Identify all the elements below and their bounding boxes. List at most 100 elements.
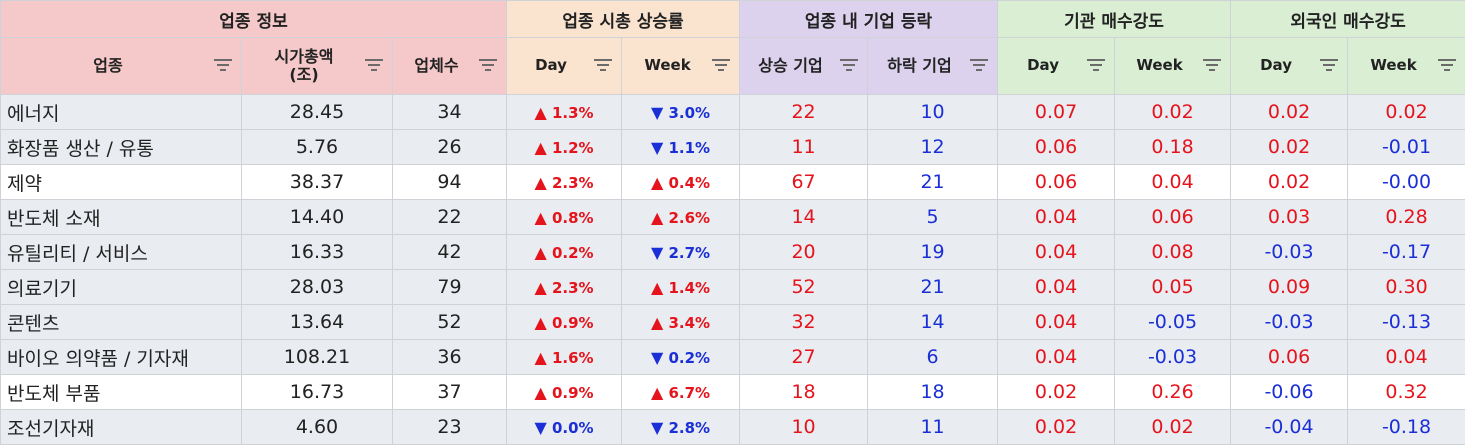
inst-week: 0.26 — [1115, 375, 1231, 410]
col-rising[interactable]: 상승 기업 — [740, 38, 868, 95]
change-value: 0.2% — [552, 244, 594, 262]
sector-name: 제약 — [1, 165, 242, 200]
col-foreign-day[interactable]: Day — [1231, 38, 1348, 95]
filter-icon[interactable] — [970, 59, 988, 73]
col-falling[interactable]: 하락 기업 — [868, 38, 998, 95]
rising-count: 67 — [740, 165, 868, 200]
change-value: 0.8% — [552, 209, 594, 227]
group-header-row: 업종 정보 업종 시총 상승률 업종 내 기업 등락 기관 매수강도 외국인 매… — [1, 1, 1465, 38]
filter-icon[interactable] — [479, 59, 497, 73]
triangle-up-icon: ▲ — [534, 103, 546, 122]
cap-week-change: ▼ 0.2% — [622, 340, 740, 375]
rising-count: 27 — [740, 340, 868, 375]
filter-icon[interactable] — [1320, 59, 1338, 73]
col-cap-day[interactable]: Day — [507, 38, 622, 95]
inst-day: 0.06 — [998, 130, 1115, 165]
col-foreign-week[interactable]: Week — [1348, 38, 1465, 95]
market-cap: 14.40 — [242, 200, 393, 235]
triangle-up-icon: ▲ — [651, 383, 663, 402]
sector-name: 바이오 의약품 / 기자재 — [1, 340, 242, 375]
triangle-up-icon: ▲ — [534, 278, 546, 297]
inst-week: 0.06 — [1115, 200, 1231, 235]
inst-day: 0.04 — [998, 340, 1115, 375]
inst-week: 0.18 — [1115, 130, 1231, 165]
triangle-up-icon: ▲ — [534, 138, 546, 157]
inst-week: -0.03 — [1115, 340, 1231, 375]
cap-week-change: ▲ 0.4% — [622, 165, 740, 200]
col-sector-label: 업종 — [1, 57, 241, 75]
cap-day-change: ▲ 1.3% — [507, 95, 622, 130]
market-cap: 28.03 — [242, 270, 393, 305]
cap-day-change: ▲ 1.6% — [507, 340, 622, 375]
change-value: 1.6% — [552, 349, 594, 367]
company-count: 23 — [393, 410, 507, 445]
change-value: 1.2% — [552, 139, 594, 157]
filter-icon[interactable] — [1087, 59, 1105, 73]
change-value: 3.4% — [668, 314, 710, 332]
foreign-week: -0.18 — [1348, 410, 1465, 445]
inst-week: 0.05 — [1115, 270, 1231, 305]
market-cap: 108.21 — [242, 340, 393, 375]
foreign-day: 0.02 — [1231, 130, 1348, 165]
triangle-up-icon: ▲ — [534, 173, 546, 192]
col-company-count[interactable]: 업체수 — [393, 38, 507, 95]
inst-week: 0.02 — [1115, 95, 1231, 130]
rising-count: 20 — [740, 235, 868, 270]
falling-count: 19 — [868, 235, 998, 270]
cap-day-change: ▲ 0.8% — [507, 200, 622, 235]
filter-icon[interactable] — [840, 59, 858, 73]
sector-name: 유틸리티 / 서비스 — [1, 235, 242, 270]
company-count: 37 — [393, 375, 507, 410]
col-sector[interactable]: 업종 — [1, 38, 242, 95]
change-value: 3.0% — [668, 104, 710, 122]
filter-icon[interactable] — [712, 59, 730, 73]
inst-week: 0.08 — [1115, 235, 1231, 270]
foreign-week: -0.01 — [1348, 130, 1465, 165]
filter-icon[interactable] — [1203, 59, 1221, 73]
sector-name: 콘텐츠 — [1, 305, 242, 340]
market-cap: 16.33 — [242, 235, 393, 270]
inst-week: -0.05 — [1115, 305, 1231, 340]
change-value: 1.4% — [668, 279, 710, 297]
foreign-week: -0.00 — [1348, 165, 1465, 200]
rising-count: 10 — [740, 410, 868, 445]
triangle-down-icon: ▼ — [651, 243, 663, 262]
company-count: 79 — [393, 270, 507, 305]
triangle-down-icon: ▼ — [651, 348, 663, 367]
col-inst-week[interactable]: Week — [1115, 38, 1231, 95]
cap-week-change: ▲ 2.6% — [622, 200, 740, 235]
change-value: 2.3% — [552, 279, 594, 297]
filter-icon[interactable] — [214, 59, 232, 73]
sector-name: 화장품 생산 / 유통 — [1, 130, 242, 165]
company-count: 26 — [393, 130, 507, 165]
sector-name: 반도체 부품 — [1, 375, 242, 410]
col-inst-day[interactable]: Day — [998, 38, 1115, 95]
filter-icon[interactable] — [1438, 59, 1456, 73]
foreign-week: 0.04 — [1348, 340, 1465, 375]
triangle-up-icon: ▲ — [534, 348, 546, 367]
rising-count: 32 — [740, 305, 868, 340]
foreign-day: 0.06 — [1231, 340, 1348, 375]
sector-name: 의료기기 — [1, 270, 242, 305]
group-sector-info: 업종 정보 — [1, 1, 507, 38]
filter-icon[interactable] — [594, 59, 612, 73]
col-cap-week[interactable]: Week — [622, 38, 740, 95]
market-cap: 16.73 — [242, 375, 393, 410]
cap-day-change: ▲ 0.2% — [507, 235, 622, 270]
falling-count: 5 — [868, 200, 998, 235]
cap-day-change: ▲ 0.9% — [507, 305, 622, 340]
inst-day: 0.04 — [998, 270, 1115, 305]
filter-icon[interactable] — [365, 59, 383, 73]
group-market-cap-change: 업종 시총 상승률 — [507, 1, 740, 38]
triangle-up-icon: ▲ — [651, 278, 663, 297]
group-foreign-strength: 외국인 매수강도 — [1231, 1, 1465, 38]
foreign-week: 0.32 — [1348, 375, 1465, 410]
falling-count: 10 — [868, 95, 998, 130]
group-company-moves: 업종 내 기업 등락 — [740, 1, 998, 38]
foreign-day: -0.04 — [1231, 410, 1348, 445]
col-market-cap[interactable]: 시가총액 (조) — [242, 38, 393, 95]
